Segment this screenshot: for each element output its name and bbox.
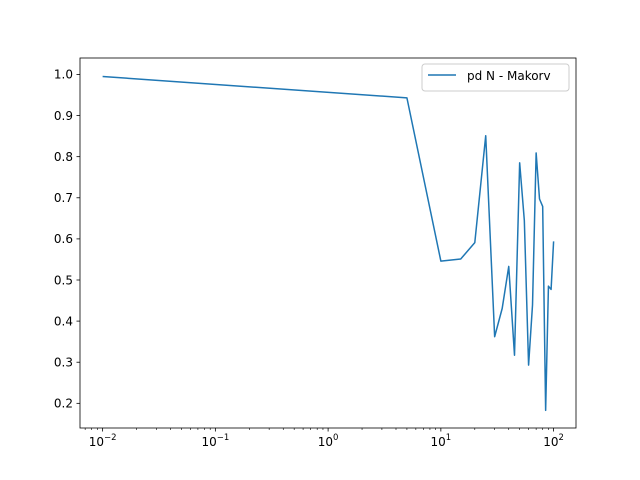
- y-tick-label-7: 0.9: [54, 109, 73, 123]
- y-tick-label-5: 0.7: [54, 191, 73, 205]
- y-axis: 0.2 0.3 0.4 0.5 0.6 0.7 0.8 0.9 1.0: [54, 68, 80, 411]
- x-axis: 10−2 10−1 100 101 102: [84, 428, 564, 449]
- y-tick-label-3: 0.5: [54, 273, 73, 287]
- y-tick-label-1: 0.3: [54, 356, 73, 370]
- y-tick-label-0: 0.2: [54, 397, 73, 411]
- legend-label: pd N - Makorv: [467, 69, 551, 83]
- y-tick-label-8: 1.0: [54, 68, 73, 82]
- plot-area: [80, 58, 576, 428]
- x-tick-label-3: 101: [431, 433, 452, 449]
- x-tick-label-1: 10−1: [201, 433, 229, 449]
- series-line-pd-n-makorv: [102, 75, 555, 412]
- legend: pd N - Makorv: [421, 63, 570, 92]
- x-tick-label-4: 102: [543, 433, 564, 449]
- y-tick-label-2: 0.4: [54, 314, 73, 328]
- x-tick-label-0: 10−2: [89, 433, 117, 449]
- y-tick-label-6: 0.8: [54, 150, 73, 164]
- x-tick-label-2: 100: [318, 433, 339, 449]
- plot-frame: [79, 57, 577, 429]
- y-tick-label-4: 0.6: [54, 232, 73, 246]
- legend-box: [421, 63, 570, 92]
